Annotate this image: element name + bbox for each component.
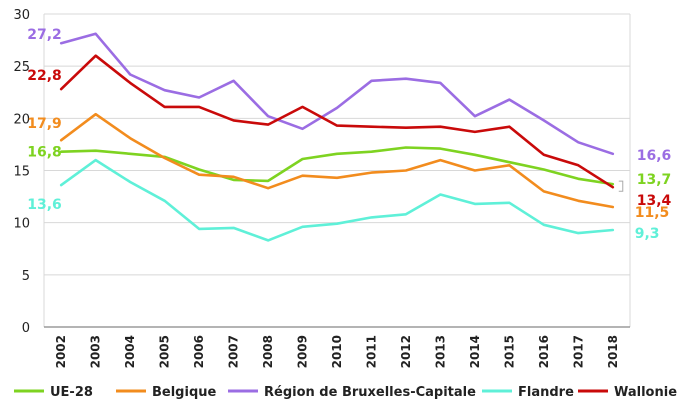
end-label: 9,3 bbox=[635, 226, 660, 242]
series-line-1 bbox=[59, 112, 615, 209]
x-tick-label: 2007 bbox=[227, 335, 241, 368]
legend: UE-28 Belgique Région de Bruxelles-Capital… bbox=[14, 385, 677, 400]
x-tick-label: 2002 bbox=[54, 335, 68, 368]
end-label: 13,4 bbox=[637, 193, 672, 209]
x-tick-label: 2017 bbox=[571, 335, 585, 368]
legend-label: Wallonie bbox=[614, 385, 677, 400]
legend-label: UE-28 bbox=[50, 385, 93, 400]
series-line-3 bbox=[59, 158, 615, 242]
series-line-0 bbox=[59, 146, 615, 186]
x-tick-label: 2008 bbox=[261, 335, 275, 368]
x-tick-label: 2012 bbox=[399, 335, 413, 368]
x-tick-label: 2015 bbox=[502, 335, 516, 368]
legend-label: Région de Bruxelles-Capitale bbox=[264, 385, 476, 400]
x-tick-label: 2018 bbox=[606, 335, 620, 368]
start-label: 27,2 bbox=[27, 27, 62, 43]
y-tick-label: 30 bbox=[13, 8, 30, 23]
gridlines bbox=[43, 13, 631, 328]
y-tick-label: 5 bbox=[22, 269, 30, 284]
x-tick-label: 2016 bbox=[537, 335, 551, 368]
series-line-4 bbox=[59, 54, 615, 189]
series-lines bbox=[59, 32, 615, 242]
x-tick-label: 2006 bbox=[192, 335, 206, 368]
x-tick-label: 2014 bbox=[468, 335, 482, 368]
label-leader bbox=[618, 180, 624, 192]
end-label: 13,7 bbox=[637, 172, 672, 188]
start-label: 13,6 bbox=[27, 197, 62, 213]
series-line-2 bbox=[59, 32, 615, 156]
start-label: 17,9 bbox=[27, 116, 62, 132]
y-tick-label: 20 bbox=[13, 112, 30, 127]
x-tick-label: 2011 bbox=[364, 335, 378, 368]
end-label: 16,6 bbox=[637, 148, 672, 164]
data-labels: 16,8 13,7 17,9 11,5 27,2 16,6 13,6 9,3 22,8 13,4 bbox=[27, 27, 671, 242]
y-tick-label: 15 bbox=[13, 165, 30, 180]
x-tick-label: 2010 bbox=[330, 335, 344, 368]
end-label: 11,5 bbox=[635, 205, 670, 221]
x-tick-label: 2013 bbox=[433, 335, 447, 368]
x-tick-label: 2009 bbox=[296, 335, 310, 368]
start-label: 16,8 bbox=[27, 145, 62, 161]
x-tick-label: 2003 bbox=[89, 335, 103, 368]
y-axis-ticks: 0 5 10 15 20 25 30 bbox=[13, 8, 30, 336]
start-label: 22,8 bbox=[27, 68, 62, 84]
x-tick-label: 2005 bbox=[158, 335, 172, 368]
legend-label: Belgique bbox=[152, 385, 217, 400]
x-axis-ticks: 2002 2003 2004 2005 2006 2007 2008 2009 2010 2011… bbox=[54, 335, 620, 368]
y-tick-label: 25 bbox=[13, 60, 30, 75]
x-tick-label: 2004 bbox=[123, 335, 137, 368]
y-tick-label: 0 bbox=[22, 321, 30, 336]
y-tick-label: 10 bbox=[13, 217, 30, 232]
legend-label: Flandre bbox=[518, 385, 574, 400]
